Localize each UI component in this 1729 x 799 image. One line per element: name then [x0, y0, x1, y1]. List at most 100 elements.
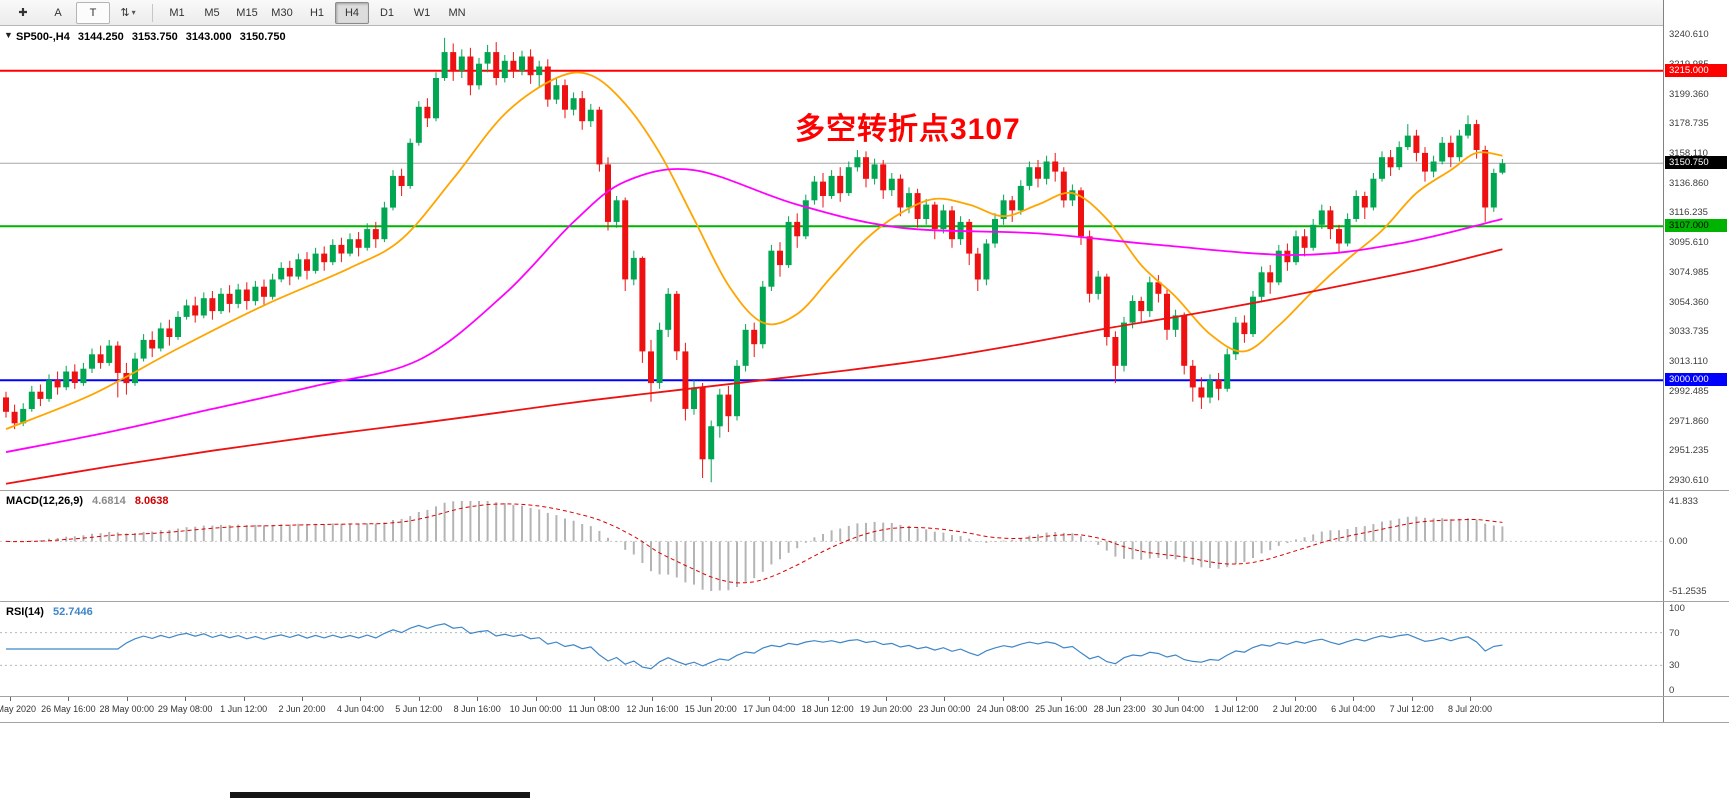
time-tick: [243, 697, 245, 701]
price-scale-label: 2930.610: [1669, 475, 1709, 486]
macd-header: MACD(12,26,9) 4.6814 8.0638: [6, 495, 174, 507]
text-label-tool-button[interactable]: T: [76, 1, 110, 24]
time-scale-label: 17 Jun 04:00: [743, 704, 796, 714]
timeframe-group: M1 M5 M15 M30 H1 H4 D1 W1 MN: [160, 1, 474, 24]
ohlc-low: 3143.000: [185, 31, 232, 43]
price-badge-3107.000: 3107.000: [1665, 219, 1727, 233]
price-scale-label: 3199.360: [1669, 88, 1709, 100]
time-tick: [535, 697, 537, 701]
time-tick: [302, 697, 303, 701]
dropdown-caret-icon: ▾: [131, 8, 136, 17]
time-tick: [360, 697, 362, 701]
time-scale-label: 18 Jun 12:00: [801, 704, 854, 714]
macd-scale-label: -51.2535: [1669, 586, 1707, 597]
bottom-edge-bar: [230, 792, 530, 798]
chart-annotation-text[interactable]: 多空转折点3107: [795, 113, 1021, 146]
rsi-title: RSI(14): [6, 606, 44, 618]
price-badge-3215.000: 3215.000: [1665, 63, 1727, 77]
time-tick: [418, 697, 420, 701]
price-scale[interactable]: 3240.6103219.9853199.3603178.7353158.110…: [1663, 0, 1729, 722]
candlestick-series: [3, 37, 1506, 483]
rsi-scale-label: 100: [1669, 603, 1685, 614]
time-tick: [1119, 697, 1121, 701]
price-scale-label: 2971.860: [1669, 415, 1709, 427]
time-scale-label: 2 Jun 20:00: [278, 704, 326, 714]
arrows-tool-button[interactable]: ⇅ ▾: [120, 7, 136, 19]
timeframe-button-m30[interactable]: M30: [271, 6, 293, 19]
price-chart-canvas[interactable]: [0, 26, 1663, 490]
timeframe-button-w1[interactable]: W1: [413, 6, 431, 19]
rsi-scale-label: 70: [1669, 627, 1680, 639]
time-scale-label: 1 Jul 12:00: [1214, 704, 1259, 714]
time-scale-label: 6 Jul 04:00: [1331, 704, 1376, 714]
time-scale-label: 7 Jul 12:00: [1389, 704, 1434, 714]
timeframe-button-m15[interactable]: M15: [236, 6, 258, 19]
panel-separator: [0, 696, 1729, 697]
time-scale-label: 10 Jun 00:00: [509, 704, 562, 714]
macd-signal-line: [5, 503, 1503, 584]
time-scale-label: 28 May 00:00: [99, 704, 155, 714]
time-tick: [185, 697, 187, 701]
price-scale-label: 3054.360: [1669, 296, 1709, 308]
price-scale-label: 3136.860: [1669, 177, 1709, 189]
macd-signal-value: 8.0638: [134, 495, 169, 507]
time-scale-label: 19 Jun 20:00: [859, 704, 913, 714]
rsi-scale-label: 0: [1669, 685, 1675, 696]
panel-separator[interactable]: [0, 490, 1729, 491]
time-tick: [477, 697, 479, 701]
chart-header: SP500-,H4 3144.250 3153.750 3143.000 315…: [16, 31, 291, 43]
time-scale-label: 8 Jun 16:00: [453, 704, 501, 714]
price-scale-label: 3178.735: [1669, 118, 1709, 130]
timeframe-button-h4[interactable]: H4: [335, 1, 369, 24]
time-tick: [827, 697, 829, 701]
ohlc-open: 3144.250: [77, 31, 124, 43]
macd-title: MACD(12,26,9): [6, 495, 84, 507]
time-scale-label: 8 Jul 20:00: [1447, 704, 1493, 714]
time-tick: [1061, 697, 1063, 701]
time-scale-label: 2 Jul 20:00: [1272, 704, 1317, 714]
ohlc-high: 3153.750: [131, 31, 178, 43]
current-price-badge: 3150.750: [1665, 156, 1727, 170]
rsi-value: 52.7446: [52, 606, 93, 618]
timeframe-button-d1[interactable]: D1: [379, 6, 395, 19]
time-tick: [1353, 697, 1355, 701]
time-scale-label: 5 Jun 12:00: [395, 704, 443, 714]
toolbar-separator: [152, 3, 153, 22]
time-tick: [1470, 697, 1471, 701]
time-scale-label: 26 May 16:00: [41, 704, 96, 714]
time-tick: [652, 697, 654, 701]
timeframe-button-m1[interactable]: M1: [169, 6, 185, 19]
price-scale-label: 3158.110: [1669, 147, 1708, 159]
time-scale-label: 11 Jun 08:00: [568, 704, 620, 714]
symbol-label: SP500-,H4: [16, 31, 70, 43]
macd-main-value: 4.6814: [92, 495, 126, 507]
time-tick: [1002, 697, 1004, 701]
price-scale-label: 3013.110: [1669, 356, 1708, 368]
time-tick: [1236, 697, 1238, 701]
time-scale-label: 30 Jun 04:00: [1151, 704, 1205, 714]
drawing-tools-group: ✚ A T ⇅ ▾: [6, 1, 145, 24]
rsi-header: RSI(14) 52.7446: [6, 606, 99, 618]
macd-scale-label: 0.00: [1669, 536, 1688, 548]
macd-histogram: [13, 501, 1504, 591]
toolbar: ✚ A T ⇅ ▾ M1 M5 M15 M30 H1 H4 D1 W1 MN: [0, 0, 1729, 26]
time-scale-label: 12 Jun 16:00: [626, 704, 679, 714]
timeframe-button-m5[interactable]: M5: [204, 6, 220, 19]
rsi-indicator-canvas[interactable]: [0, 602, 1663, 696]
text-annotation-tool-button[interactable]: A: [54, 6, 62, 19]
macd-indicator-canvas[interactable]: [0, 491, 1663, 601]
time-tick: [10, 697, 11, 701]
rsi-line: [6, 623, 1503, 670]
chart-expander-icon[interactable]: ▼: [4, 30, 13, 40]
price-scale-label: 2992.485: [1669, 385, 1709, 397]
time-scale-label: 29 May 08:00: [157, 704, 213, 714]
price-badge-3000.000: 3000.000: [1665, 373, 1727, 387]
panel-separator[interactable]: [0, 601, 1729, 602]
ma-fast-line: [5, 71, 1503, 430]
timeframe-button-mn[interactable]: MN: [448, 6, 466, 19]
crosshair-tool-button[interactable]: ✚: [18, 7, 28, 19]
timeframe-button-h1[interactable]: H1: [309, 6, 325, 19]
time-tick: [769, 697, 771, 701]
price-scale-label: 3074.985: [1669, 266, 1709, 278]
